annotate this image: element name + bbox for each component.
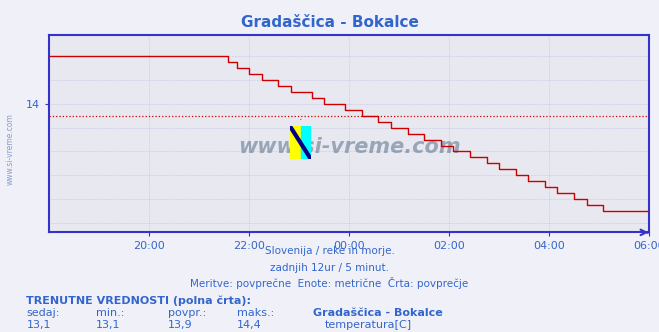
Text: min.:: min.: <box>96 308 124 318</box>
Text: TRENUTNE VREDNOSTI (polna črta):: TRENUTNE VREDNOSTI (polna črta): <box>26 295 251 306</box>
Text: Meritve: povprečne  Enote: metrične  Črta: povprečje: Meritve: povprečne Enote: metrične Črta:… <box>190 277 469 289</box>
Text: ·: · <box>299 115 302 125</box>
Text: Slovenija / reke in morje.: Slovenija / reke in morje. <box>264 246 395 256</box>
Text: maks.:: maks.: <box>237 308 275 318</box>
Text: povpr.:: povpr.: <box>168 308 206 318</box>
Text: 13,9: 13,9 <box>168 320 192 330</box>
Text: 14,4: 14,4 <box>237 320 262 330</box>
Bar <box>301 126 311 159</box>
Text: temperatura[C]: temperatura[C] <box>325 320 412 330</box>
Text: Gradaščica - Bokalce: Gradaščica - Bokalce <box>241 15 418 30</box>
Text: 13,1: 13,1 <box>26 320 51 330</box>
Text: Gradaščica - Bokalce: Gradaščica - Bokalce <box>313 308 443 318</box>
Bar <box>290 126 301 159</box>
Text: zadnjih 12ur / 5 minut.: zadnjih 12ur / 5 minut. <box>270 263 389 273</box>
Text: www.si-vreme.com: www.si-vreme.com <box>5 114 14 185</box>
Text: sedaj:: sedaj: <box>26 308 60 318</box>
Text: www.si-vreme.com: www.si-vreme.com <box>238 137 461 157</box>
Text: 13,1: 13,1 <box>96 320 120 330</box>
